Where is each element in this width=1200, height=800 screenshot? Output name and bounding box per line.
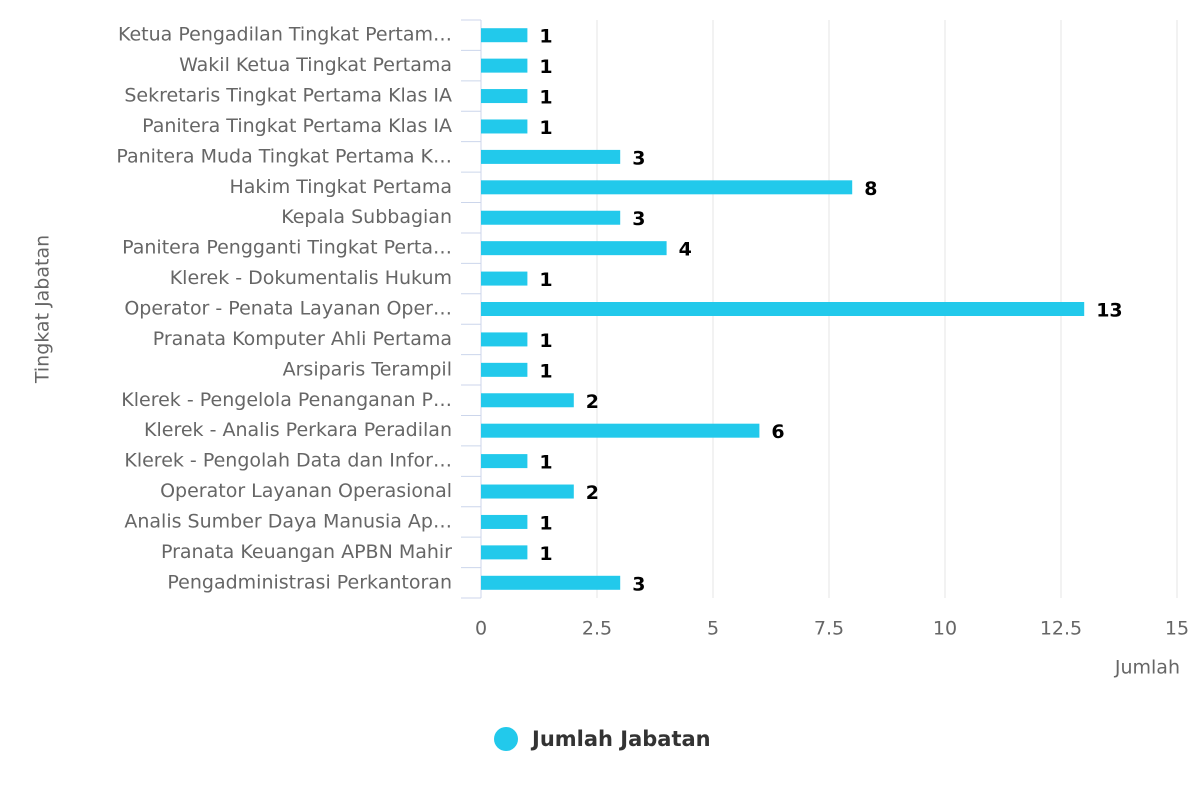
value-label: 2 <box>586 482 599 504</box>
value-label: 1 <box>539 269 552 291</box>
value-label: 1 <box>539 543 552 565</box>
y-tick-label: Klerek - Pengolah Data dan Infor… <box>124 450 452 472</box>
legend-label: Jumlah Jabatan <box>530 727 711 751</box>
y-tick-label: Hakim Tingkat Pertama <box>230 176 453 198</box>
x-tick-label: 5 <box>707 618 719 640</box>
bar <box>481 484 574 499</box>
y-axis-title: Tingkat Jabatan <box>32 235 54 384</box>
bar <box>481 454 528 469</box>
value-label: 1 <box>539 56 552 78</box>
x-axis-title: Jumlah <box>1114 657 1180 679</box>
value-label: 1 <box>539 360 552 382</box>
bar <box>481 575 621 590</box>
x-tick-label: 2.5 <box>582 618 612 640</box>
value-label: 1 <box>539 26 552 48</box>
y-tick-label: Panitera Muda Tingkat Pertama K… <box>116 145 452 167</box>
value-label: 2 <box>586 391 599 413</box>
x-tick-label: 0 <box>475 618 487 640</box>
value-label: 1 <box>539 330 552 352</box>
value-label: 1 <box>539 117 552 139</box>
y-tick-label: Panitera Tingkat Pertama Klas IA <box>142 115 452 137</box>
x-tick-label: 7.5 <box>814 618 844 640</box>
bar <box>481 302 1085 316</box>
y-tick-label: Pranata Komputer Ahli Pertama <box>153 328 452 350</box>
x-tick-label: 12.5 <box>1040 618 1082 640</box>
y-tick-label: Operator Layanan Operasional <box>160 480 452 502</box>
value-label: 8 <box>864 178 877 200</box>
y-tick-label: Analis Sumber Daya Manusia Ap… <box>124 510 452 532</box>
y-tick-label: Panitera Pengganti Tingkat Perta… <box>122 237 452 259</box>
value-label: 3 <box>632 147 645 169</box>
bar <box>481 119 528 134</box>
y-tick-label: Klerek - Pengelola Penanganan P… <box>121 389 452 411</box>
y-tick-label: Kepala Subbagian <box>281 206 452 228</box>
value-label: 1 <box>539 512 552 534</box>
y-tick-label: Klerek - Analis Perkara Peradilan <box>144 419 452 441</box>
value-label: 3 <box>632 573 645 595</box>
value-label: 13 <box>1096 300 1122 322</box>
bar <box>481 423 760 438</box>
bar <box>481 180 853 195</box>
bar <box>481 362 528 377</box>
bar <box>481 545 528 560</box>
bar <box>481 332 528 347</box>
value-label: 1 <box>539 452 552 474</box>
bar <box>481 58 528 73</box>
bar <box>481 210 621 225</box>
y-tick-label: Arsiparis Terampil <box>283 358 452 380</box>
y-tick-label: Klerek - Dokumentalis Hukum <box>170 267 452 289</box>
y-tick-label: Wakil Ketua Tingkat Pertama <box>179 54 452 76</box>
bar <box>481 149 621 164</box>
x-tick-label: 10 <box>933 618 957 640</box>
value-label: 3 <box>632 208 645 230</box>
bar <box>481 28 528 43</box>
y-tick-label: Ketua Pengadilan Tingkat Pertam… <box>118 24 452 46</box>
y-tick-label: Sekretaris Tingkat Pertama Klas IA <box>124 85 452 107</box>
x-tick-label: 15 <box>1165 618 1189 640</box>
bar <box>481 514 528 529</box>
y-tick-label: Pranata Keuangan APBN Mahir <box>161 541 452 563</box>
bar <box>481 271 528 286</box>
y-tick-label: Pengadministrasi Perkantoran <box>167 571 452 593</box>
legend-marker <box>494 727 518 751</box>
value-label: 6 <box>771 421 784 443</box>
value-label: 1 <box>539 87 552 109</box>
bar <box>481 393 574 408</box>
y-tick-label: Operator - Penata Layanan Oper… <box>124 298 452 320</box>
bar <box>481 241 667 256</box>
value-label: 4 <box>679 239 692 261</box>
bar <box>481 89 528 104</box>
